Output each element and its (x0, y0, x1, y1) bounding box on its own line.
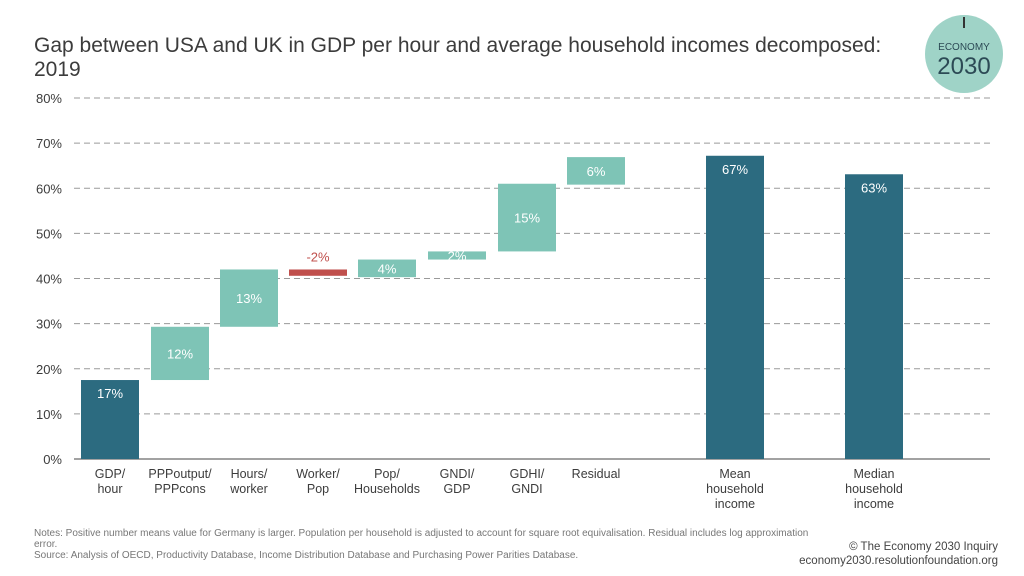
y-axis: 0% 10% 20% 30% 40% 50% 60% 70% 80% (36, 91, 62, 467)
bars: 17% 12% 13% -2% 4% 2% 15% 6% 67% 63% (81, 155, 903, 460)
x-axis: GDP/hour PPPoutput/PPPcons Hours/worker Wor… (95, 467, 903, 511)
bar (567, 157, 625, 185)
category-label: income (715, 497, 755, 511)
category-label: Pop (307, 482, 329, 496)
credit-line2: economy2030.resolutionfoundation.org (799, 555, 998, 567)
category-label: household (706, 482, 764, 496)
bar (151, 326, 209, 381)
economy-2030-logo: ECONOMY 2030 (925, 15, 1003, 93)
category-label: GDHI/ (510, 467, 545, 481)
data-label: 12% (167, 346, 193, 361)
category-label: worker (229, 482, 268, 496)
category-label: PPPoutput/ (148, 467, 212, 481)
category-label: income (854, 497, 894, 511)
data-label: 17% (97, 386, 123, 401)
bar (220, 269, 278, 327)
category-label: Mean (719, 467, 750, 481)
y-tick-label: 80% (36, 91, 62, 106)
category-label: Worker/ (296, 467, 340, 481)
category-label: Households (354, 482, 420, 496)
category-label: Pop/ (374, 467, 400, 481)
logo-line2: 2030 (937, 53, 990, 80)
category-label: GDP (443, 482, 470, 496)
y-tick-label: 60% (36, 181, 62, 196)
chart-title: Gap between USA and UK in GDP per hour a… (34, 34, 882, 81)
category-label: PPPcons (154, 482, 205, 496)
credit: © The Economy 2030 Inquiry economy2030.r… (799, 540, 998, 568)
category-label: Hours/ (231, 467, 268, 481)
y-tick-label: 70% (36, 136, 62, 151)
bar (845, 174, 903, 460)
bar (498, 183, 556, 252)
bar (428, 251, 486, 260)
credit-line1: © The Economy 2030 Inquiry (849, 541, 998, 553)
y-tick-label: 10% (36, 407, 62, 422)
data-label: 4% (378, 261, 397, 276)
y-tick-label: 0% (43, 452, 62, 467)
y-tick-label: 30% (36, 317, 62, 332)
data-label: 6% (587, 164, 606, 179)
category-label: GNDI (511, 482, 542, 496)
data-label: 13% (236, 291, 262, 306)
notes-line1: Notes: Positive number means value for G… (34, 528, 809, 550)
source-line: Source: Analysis of OECD, Productivity D… (34, 550, 579, 561)
data-label: 67% (722, 162, 748, 177)
data-label: -2% (306, 249, 330, 264)
category-label: Residual (572, 467, 621, 481)
bar (358, 259, 416, 278)
notes: Notes: Positive number means value for G… (34, 528, 834, 561)
bar (81, 380, 139, 459)
category-label: hour (97, 482, 122, 496)
category-label: Median (854, 467, 895, 481)
logo-line1: ECONOMY (938, 42, 990, 53)
category-label: GNDI/ (440, 467, 475, 481)
category-label: GDP/ (95, 467, 126, 481)
data-label: 15% (514, 211, 540, 226)
logo-circle (925, 15, 1003, 93)
y-tick-label: 20% (36, 362, 62, 377)
y-tick-label: 40% (36, 272, 62, 287)
data-label: 2% (448, 248, 467, 263)
category-label: household (845, 482, 903, 496)
data-label: 63% (861, 180, 887, 195)
bar (706, 155, 764, 459)
bar (289, 269, 347, 276)
y-tick-label: 50% (36, 226, 62, 241)
